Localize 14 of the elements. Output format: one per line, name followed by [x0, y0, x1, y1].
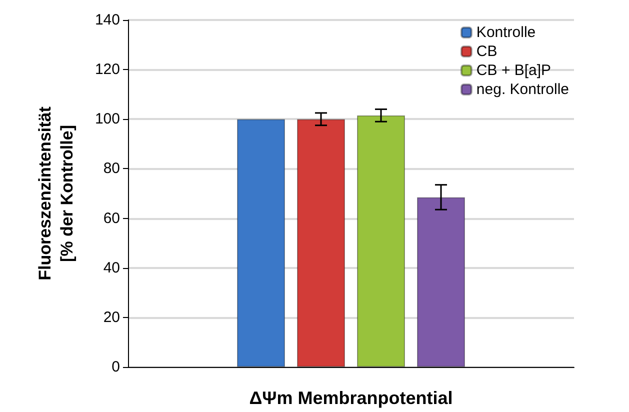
y-tick-label: 40 [103, 259, 120, 276]
legend-label: CB [476, 43, 498, 60]
y-tick-label: 80 [103, 160, 120, 178]
y-axis-title: Fluoreszenzintensität [% der Kontrolle] [36, 106, 76, 280]
legend-label: CB + B[a]P [476, 62, 552, 79]
x-axis-title: ΔΨm Membranpotential [249, 388, 453, 408]
y-tick-label: 120 [94, 61, 120, 78]
legend-label: Kontrolle [476, 24, 536, 41]
y-tick-label: 140 [94, 12, 120, 28]
y-tick-label: 20 [103, 308, 120, 326]
y-tick-label: 0 [112, 358, 120, 376]
legend-label: neg. Kontrolle [476, 81, 570, 98]
y-tick-label: 60 [103, 210, 120, 227]
y-tick-label: 100 [94, 110, 120, 128]
